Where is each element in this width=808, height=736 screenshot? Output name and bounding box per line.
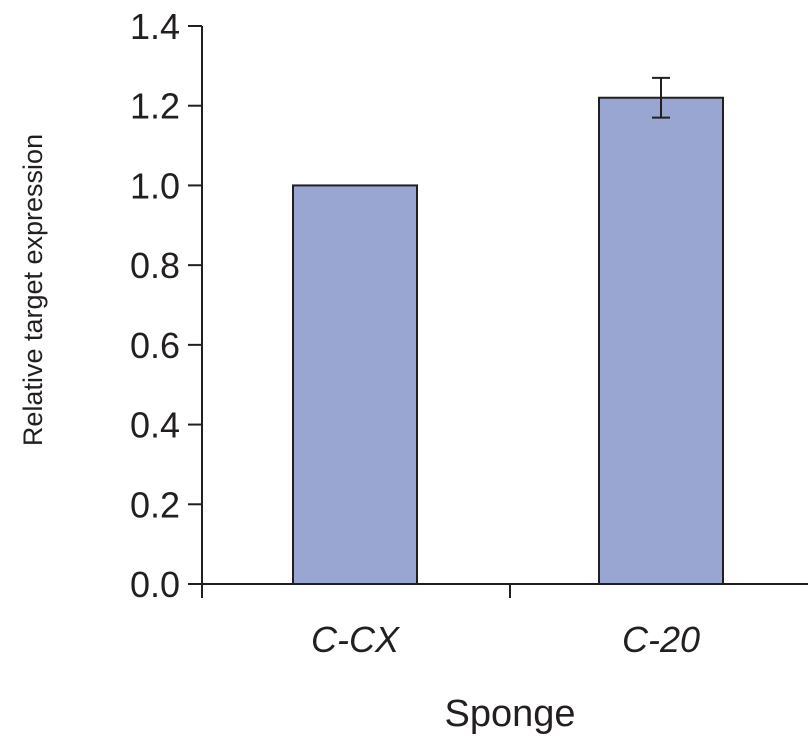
y-tick-label: 0.2 — [130, 484, 180, 525]
x-category-label: C-CX — [311, 619, 401, 660]
y-tick-label: 1.2 — [130, 86, 180, 127]
x-axis-ticks: C-CX C-20 — [201, 584, 700, 660]
x-category-label: C-20 — [622, 619, 700, 660]
y-axis-ticks: 0.0 0.2 0.4 0.6 0.8 1.0 1.2 1.4 — [130, 6, 202, 605]
x-axis-title: Sponge — [444, 693, 575, 735]
error-bar — [652, 76, 670, 119]
bar-c-20 — [598, 96, 724, 585]
y-axis-title: Relative target expression — [18, 134, 48, 446]
bar-c-cx — [292, 184, 418, 586]
y-tick-label: 0.4 — [130, 405, 180, 446]
y-tick-label: 0.6 — [130, 325, 180, 366]
y-tick-label: 1.4 — [130, 6, 180, 47]
y-tick-label: 1.0 — [130, 165, 180, 206]
y-tick-label: 0.0 — [130, 564, 180, 605]
bars — [292, 76, 724, 586]
y-tick-label: 0.8 — [130, 245, 180, 286]
